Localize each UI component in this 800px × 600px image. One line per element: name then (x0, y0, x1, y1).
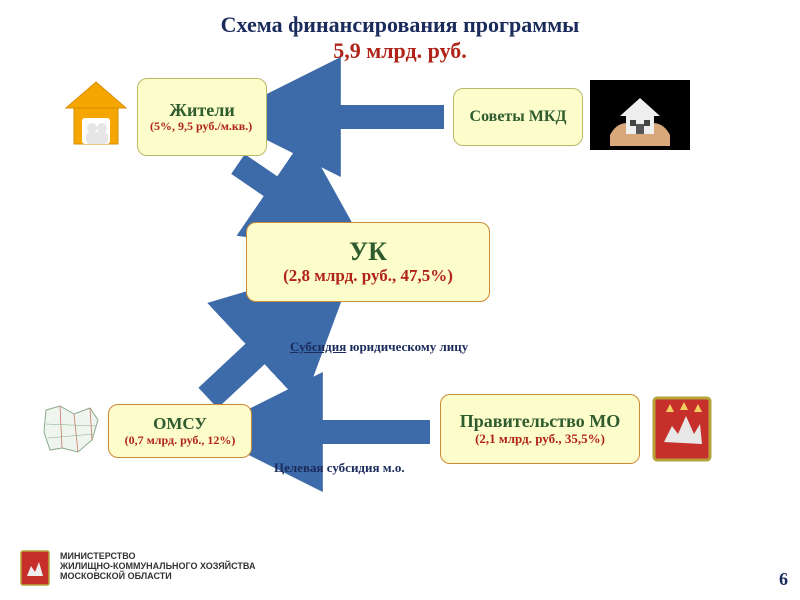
node-mkd: Советы МКД (453, 88, 583, 146)
footer-ministry: МИНИСТЕРСТВО ЖИЛИЩНО-КОММУНАЛЬНОГО ХОЗЯЙ… (60, 552, 255, 582)
footer-crest-icon (20, 550, 50, 586)
arrow-residents-to-uk (238, 164, 314, 216)
edge-label-subsidy-legal: Субсидия юридическому лицу (290, 339, 468, 355)
page-number: 6 (779, 569, 788, 590)
edge-label-subsidy-legal-u: Субсидия (290, 339, 346, 354)
node-uk: УК (2,8 млрд. руб., 47,5%) (246, 222, 490, 302)
node-residents-sub: (5%, 9,5 руб./м.кв.) (146, 120, 258, 133)
node-omsu: ОМСУ (0,7 млрд. руб., 12%) (108, 404, 252, 458)
footer-line-3: МОСКОВСКОЙ ОБЛАСТИ (60, 572, 255, 582)
edge-label-target-subsidy: Целевая субсидия м.о. (274, 460, 405, 476)
node-uk-title: УК (255, 238, 481, 267)
arrow-omsu-to-uk (208, 312, 300, 398)
node-govmo: Правительство МО (2,1 млрд. руб., 35,5%) (440, 394, 640, 464)
node-omsu-title: ОМСУ (117, 415, 243, 434)
node-residents: Жители (5%, 9,5 руб./м.кв.) (137, 78, 267, 156)
node-govmo-title: Правительство МО (449, 412, 631, 432)
node-mkd-title: Советы МКД (462, 108, 574, 126)
edge-label-subsidy-legal-rest: юридическому лицу (346, 339, 468, 354)
node-residents-title: Жители (146, 101, 258, 121)
node-govmo-sub: (2,1 млрд. руб., 35,5%) (449, 432, 631, 446)
node-uk-sub: (2,8 млрд. руб., 47,5%) (255, 267, 481, 286)
node-omsu-sub: (0,7 млрд. руб., 12%) (117, 434, 243, 447)
